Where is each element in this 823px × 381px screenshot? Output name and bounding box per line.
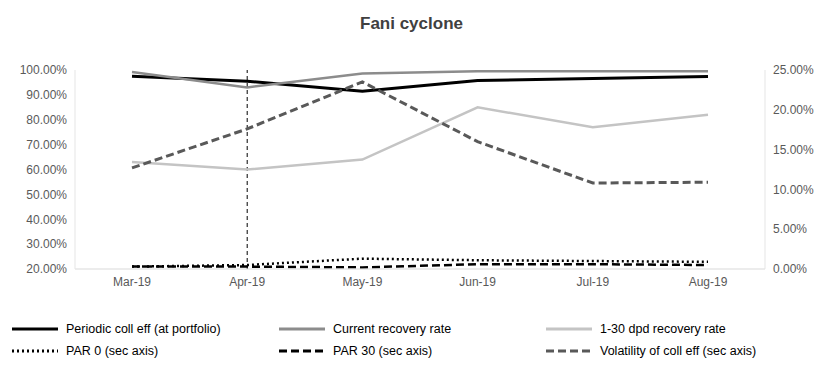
html-text:Volatility of coll eff (sec ax: Volatility of coll eff (sec axis) (600, 344, 757, 358)
svg-text:30.00%: 30.00% (26, 237, 67, 251)
svg-text:Jul-19: Jul-19 (576, 275, 609, 289)
html-text:1-30 dpd recovery rate: 1-30 dpd recovery rate (600, 322, 726, 336)
svg-text:10.00%: 10.00% (773, 183, 814, 197)
svg-text:25.00%: 25.00% (773, 63, 814, 77)
svg-text:100.00%: 100.00% (20, 63, 68, 77)
html-text:PAR 30 (sec axis): PAR 30 (sec axis) (333, 344, 433, 358)
svg-text:50.00%: 50.00% (26, 188, 67, 202)
svg-text:May-19: May-19 (342, 275, 382, 289)
html-text:Periodic coll eff (at portfoli: Periodic coll eff (at portfolio) (66, 322, 221, 336)
svg-text:15.00%: 15.00% (773, 143, 814, 157)
svg-text:90.00%: 90.00% (26, 88, 67, 102)
svg-text:80.00%: 80.00% (26, 113, 67, 127)
svg-text:Jun-19: Jun-19 (459, 275, 496, 289)
svg-text:40.00%: 40.00% (26, 213, 67, 227)
svg-text:20.00%: 20.00% (773, 103, 814, 117)
svg-text:60.00%: 60.00% (26, 163, 67, 177)
html-text:Current recovery rate: Current recovery rate (333, 322, 452, 336)
svg-text:0.00%: 0.00% (773, 262, 807, 276)
svg-text:Aug-19: Aug-19 (689, 275, 728, 289)
svg-text:70.00%: 70.00% (26, 138, 67, 152)
svg-text:Mar-19: Mar-19 (113, 275, 151, 289)
svg-text:5.00%: 5.00% (773, 222, 807, 236)
html-text:Fani cyclone: Fani cyclone (360, 14, 463, 33)
svg-text:Apr-19: Apr-19 (229, 275, 265, 289)
svg-text:20.00%: 20.00% (26, 262, 67, 276)
html-text:PAR 0 (sec axis): PAR 0 (sec axis) (66, 344, 159, 358)
